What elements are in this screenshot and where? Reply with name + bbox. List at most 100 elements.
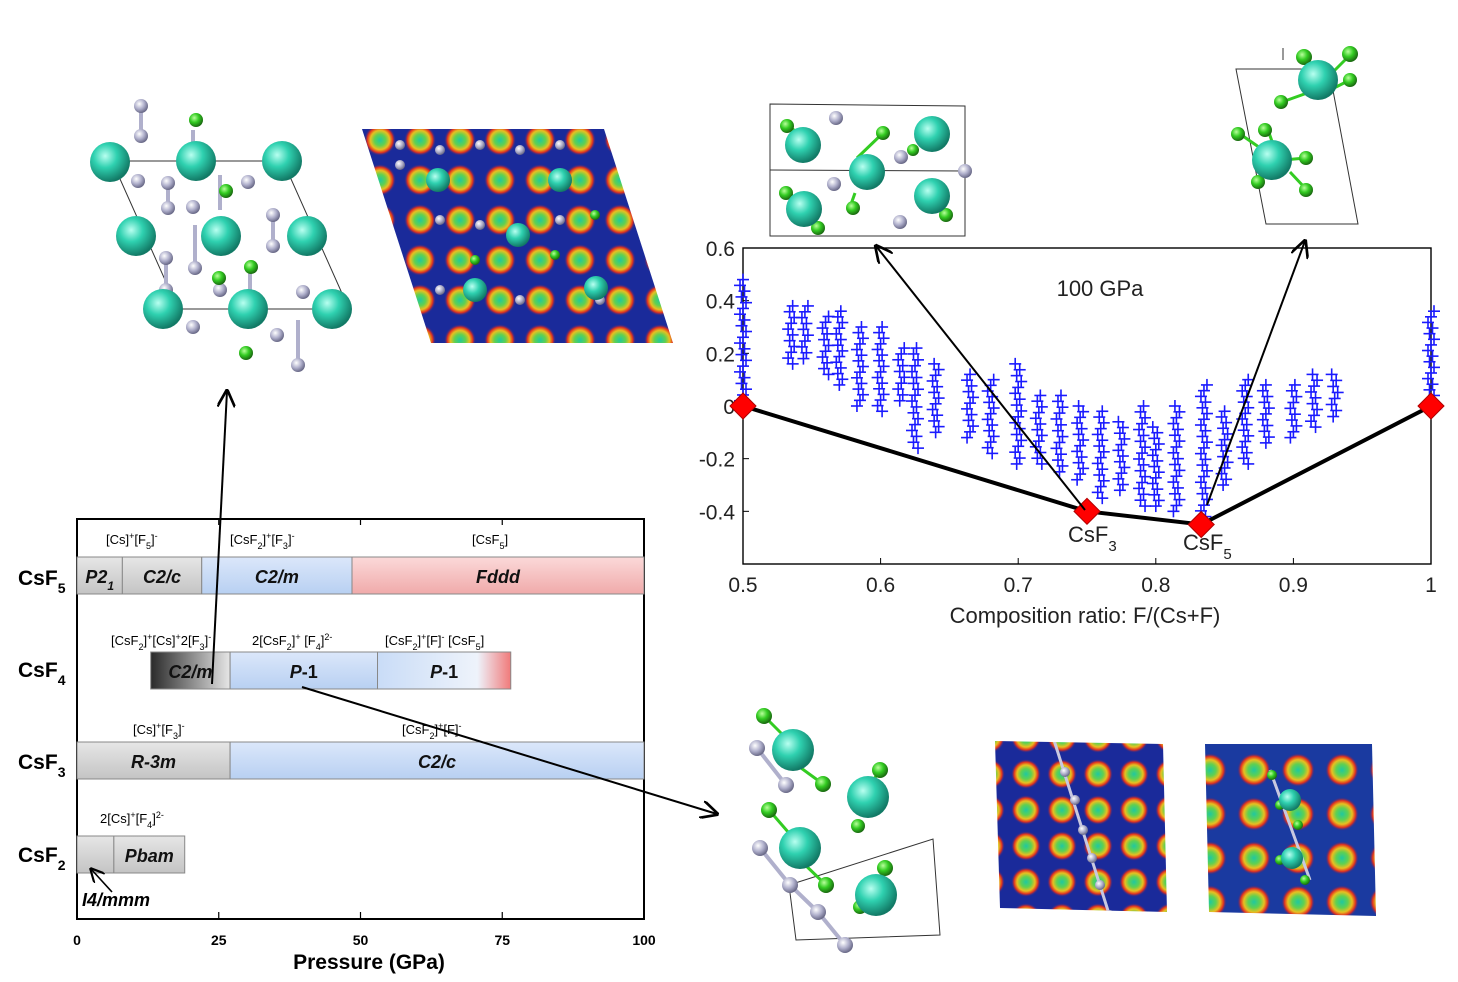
- structure-point: [1031, 452, 1044, 465]
- arrow-csf4-to-bottom-structure: [301, 686, 717, 814]
- structure-point: [909, 418, 921, 431]
- hull-vertex-marker: [1417, 392, 1445, 420]
- phase-bar-csf5-3: [351, 556, 645, 595]
- phase-label-csf5-3: Fddd: [476, 567, 521, 587]
- structure-point: [785, 346, 798, 359]
- structure-point: [876, 321, 889, 333]
- structure-point: [850, 400, 863, 412]
- phase-bar-csf5-2: [201, 556, 353, 595]
- structure-point: [831, 310, 844, 323]
- annotation-csf5-3: [CsF5]: [472, 532, 508, 551]
- structure-point: [1074, 411, 1087, 424]
- structure-point: [735, 290, 748, 303]
- elf-map-bottom-2: [1205, 744, 1376, 916]
- structure-point: [1133, 423, 1146, 436]
- structure-point: [1113, 484, 1126, 497]
- structure-point: [906, 424, 918, 437]
- structure-point: [833, 378, 846, 391]
- structure-point: [1308, 409, 1321, 422]
- hull-xtick-label: 0.6: [866, 574, 895, 597]
- structure-point: [907, 406, 920, 419]
- hull-xtick-label: 0.5: [728, 574, 757, 597]
- phase-diagram: CsF5 P21 C2/c C2/m Fddd CsF4 C2/m P-1 P-1 CsF3 R-3…: [18, 518, 656, 974]
- structure-point: [1258, 396, 1271, 409]
- hull-ytick-label: 0: [723, 396, 735, 419]
- structure-point: [1308, 380, 1321, 393]
- arrow-csf3-to-structure: [876, 246, 1086, 511]
- structure-point: [1423, 355, 1436, 368]
- crystal-structure-csf5: [1231, 46, 1359, 225]
- structure-point: [782, 352, 795, 365]
- structure-point: [1167, 446, 1180, 459]
- structure-point: [1236, 441, 1249, 454]
- structure-point: [1330, 404, 1343, 417]
- structure-point: [1134, 405, 1147, 418]
- structure-point: [1051, 454, 1064, 467]
- structure-point: [1074, 439, 1087, 452]
- structure-point: [1071, 445, 1084, 458]
- phase-bar-csf4-0: [150, 651, 231, 690]
- structure-point: [1010, 399, 1023, 412]
- structure-point: [1196, 430, 1209, 443]
- structure-point: [735, 377, 748, 390]
- structure-point: [1031, 395, 1044, 408]
- structure-point: [798, 305, 811, 318]
- structure-point: [737, 302, 749, 315]
- structure-point: [893, 365, 906, 378]
- convex-hull-line: [742, 404, 1432, 527]
- annotation-csf5-1: [Cs]+[F5]-: [106, 531, 158, 551]
- connector-arrows: [211, 241, 1305, 814]
- structure-point: [1093, 468, 1106, 481]
- structure-point: [831, 339, 844, 352]
- structure-point: [961, 431, 974, 444]
- structure-point: [1422, 344, 1434, 357]
- structure-point: [734, 337, 746, 350]
- row-label-csf5: CsF5: [18, 567, 66, 596]
- structure-point: [734, 365, 746, 378]
- structure-point: [734, 279, 746, 292]
- structure-point: [898, 342, 911, 355]
- structure-point: [1306, 397, 1319, 410]
- phase-bar-csf3-0: [76, 741, 231, 780]
- structure-point: [1136, 417, 1149, 430]
- structure-point: [1168, 487, 1181, 500]
- annotation-csf4-3: [CsF2]+[F]- [CsF5]: [385, 632, 484, 652]
- structure-point: [1194, 447, 1207, 460]
- phase-label-csf5-1: C2/c: [143, 567, 181, 587]
- structure-point: [871, 343, 884, 356]
- arrow-csf5-to-structure: [1206, 241, 1305, 506]
- structure-point: [1194, 476, 1207, 489]
- hull-xtick-label: 0.9: [1279, 574, 1308, 597]
- structure-point: [874, 394, 887, 407]
- structure-point: [830, 356, 843, 369]
- structure-point: [1258, 425, 1271, 438]
- structure-point: [1009, 357, 1022, 370]
- structure-point: [1237, 452, 1250, 465]
- structure-point: [735, 319, 748, 332]
- structure-point: [819, 345, 832, 358]
- structure-point: [1148, 432, 1161, 445]
- structure-point: [1259, 436, 1272, 449]
- structure-point: [1012, 440, 1025, 453]
- structure-point: [892, 383, 905, 396]
- structure-point: [1115, 438, 1128, 451]
- structure-point: [1196, 459, 1209, 472]
- structure-point: [1091, 457, 1104, 470]
- structure-point: [1194, 419, 1207, 432]
- structure-point: [1071, 417, 1084, 430]
- structure-point: [1148, 460, 1161, 473]
- hull-xtick-label: 1: [1425, 574, 1437, 597]
- structure-point: [962, 414, 975, 427]
- structure-point: [907, 377, 920, 390]
- structure-point: [929, 426, 942, 439]
- structure-point: [1009, 446, 1022, 459]
- structure-point: [928, 414, 941, 427]
- phase-xtick-label: 25: [211, 932, 227, 948]
- structure-point: [1031, 423, 1044, 436]
- structure-point: [1168, 400, 1181, 412]
- structure-point: [1133, 452, 1146, 465]
- structure-point: [907, 347, 920, 360]
- structure-point: [1148, 488, 1161, 501]
- structure-point: [786, 299, 799, 312]
- structure-point: [1168, 429, 1181, 442]
